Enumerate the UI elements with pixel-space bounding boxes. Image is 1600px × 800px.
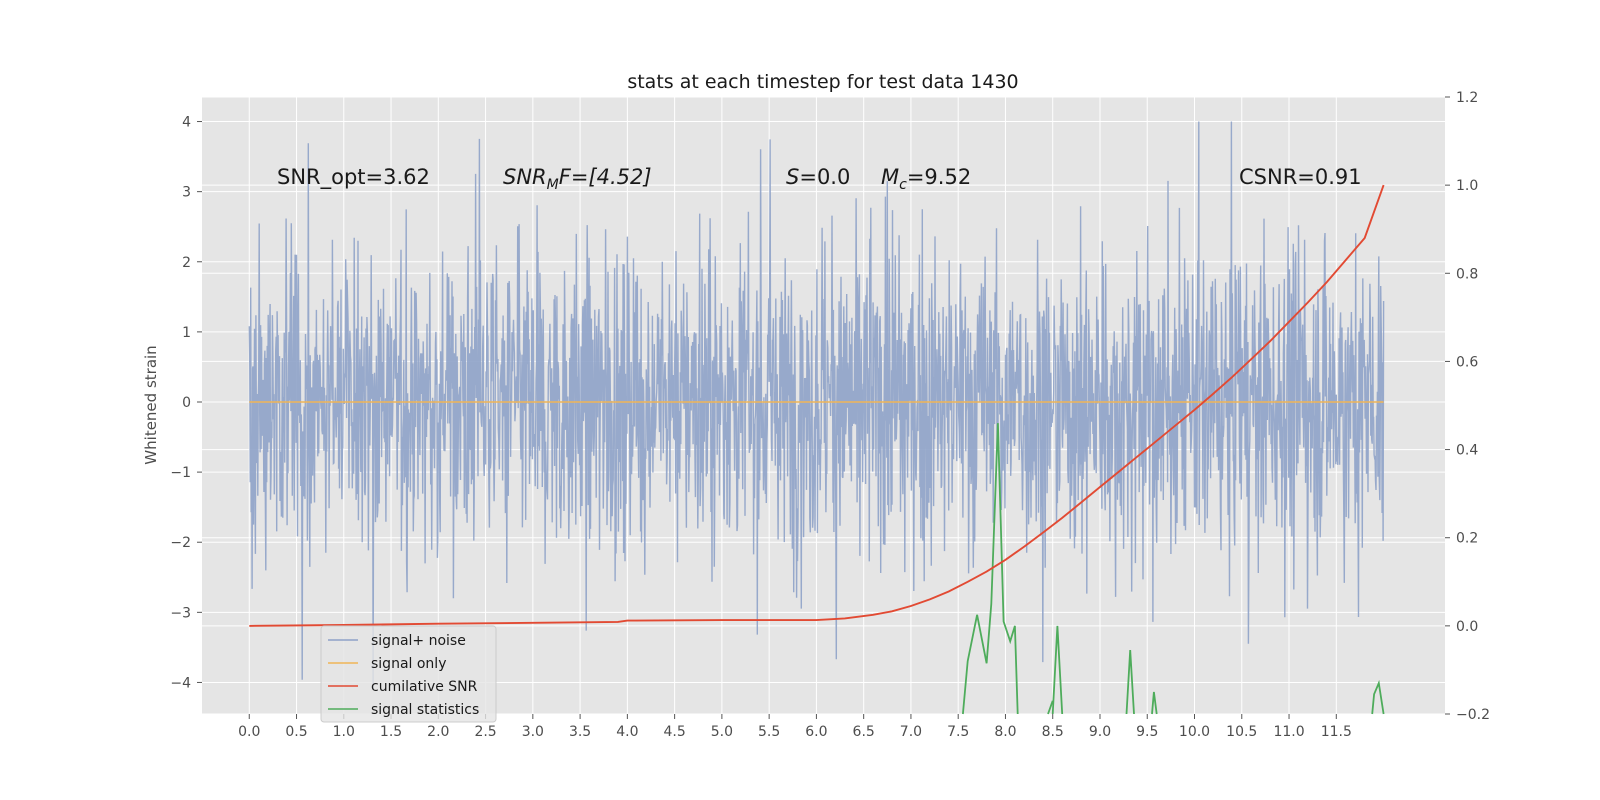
annotation-snr-mf: SNRMF=[4.52] (503, 165, 652, 193)
y-tick-label: 0 (182, 395, 191, 411)
legend-label: signal statistics (371, 702, 479, 718)
x-tick-label: 10.5 (1226, 724, 1257, 740)
y-tick-label: −3 (170, 605, 191, 621)
y2-tick-label: 0.2 (1456, 531, 1478, 547)
x-axis: 0.0 0.5 1.0 1.5 2.0 2.5 3.0 3.5 4.0 4.5 5.0 5.5 6.0 6… (238, 714, 1352, 740)
x-tick-label: 0.0 (238, 724, 260, 740)
signal-statistics-line (1371, 679, 1385, 715)
annotation-s: S=0.0 (786, 165, 850, 189)
y-tick-label: −2 (170, 535, 191, 551)
y-axis-left: 4 3 2 1 0 −1 −2 −3 −4 (170, 115, 202, 691)
y-tick-label: 4 (182, 115, 191, 131)
annotation-mc: Mc=9.52 (881, 165, 971, 193)
signal-plus-noise-line (248, 121, 1385, 690)
annotation-csnr: CSNR=0.91 (1239, 165, 1362, 189)
x-tick-label: 7.0 (900, 724, 922, 740)
x-tick-label: 2.0 (427, 724, 449, 740)
signal-statistics-line (962, 423, 1019, 715)
signal-statistics-line (1125, 650, 1135, 715)
y2-tick-label: 0.8 (1456, 266, 1478, 282)
legend-item-signal-only: signal only (328, 656, 446, 672)
y2-tick-label: 0.4 (1456, 443, 1478, 459)
x-tick-label: 11.5 (1321, 724, 1352, 740)
y-tick-label: −4 (170, 675, 191, 691)
cumulative-snr-line (249, 184, 1385, 627)
x-tick-label: 0.5 (285, 724, 307, 740)
signal-plus-noise-series (248, 121, 1385, 690)
x-tick-label: 3.5 (569, 724, 591, 740)
plot-area (202, 97, 1445, 714)
x-tick-label: 5.0 (711, 724, 733, 740)
x-tick-label: 4.0 (616, 724, 638, 740)
x-tick-label: 3.0 (522, 724, 544, 740)
y-tick-label: −1 (170, 465, 191, 481)
y-axis-right: 1.2 1.0 0.8 0.6 0.4 0.2 0.0 −0.2 (1445, 90, 1490, 723)
x-tick-label: 1.5 (380, 724, 402, 740)
x-tick-label: 6.5 (853, 724, 875, 740)
y2-tick-label: −0.2 (1456, 707, 1490, 723)
legend-label: signal+ noise (371, 633, 466, 649)
x-tick-label: 10.0 (1179, 724, 1210, 740)
x-tick-label: 5.5 (758, 724, 780, 740)
x-tick-label: 8.0 (994, 724, 1016, 740)
x-tick-label: 11.0 (1273, 724, 1304, 740)
y-tick-label: 1 (182, 325, 191, 341)
annotation-snr-opt: SNR_opt=3.62 (277, 165, 430, 190)
y2-tick-label: 1.2 (1456, 90, 1478, 106)
legend-item-signal-statistics: signal statistics (328, 702, 479, 718)
x-tick-label: 1.0 (333, 724, 355, 740)
signal-statistics-line (1047, 700, 1054, 715)
legend-label: cumilative SNR (371, 679, 478, 695)
x-tick-label: 8.5 (1042, 724, 1064, 740)
legend-label: signal only (371, 656, 446, 672)
y-tick-label: 2 (182, 255, 191, 271)
legend-item-cumulative-snr: cumilative SNR (328, 679, 478, 695)
x-tick-label: 7.5 (947, 724, 969, 740)
legend-box (320, 625, 497, 723)
signal-statistics-line (1051, 625, 1064, 715)
y2-tick-label: 0.0 (1456, 619, 1478, 635)
series-layer (249, 184, 1385, 715)
y2-tick-label: 1.0 (1456, 178, 1478, 194)
x-tick-label: 6.0 (805, 724, 827, 740)
y2-tick-label: 0.6 (1456, 354, 1478, 370)
signal-statistics-line (1151, 691, 1158, 715)
legend-item-signal-noise: signal+ noise (328, 633, 466, 649)
x-tick-label: 2.5 (474, 724, 496, 740)
x-tick-label: 4.5 (663, 724, 685, 740)
y-axis-label: Whitened strain (142, 345, 160, 464)
y-tick-label: 3 (182, 185, 191, 201)
legend: signal+ noise signal only cumilative SNR… (320, 625, 497, 723)
chart-title: stats at each timestep for test data 143… (627, 71, 1018, 93)
x-tick-label: 9.0 (1089, 724, 1111, 740)
annotations: SNR_opt=3.62 SNRMF=[4.52] S=0.0 Mc=9.52 … (277, 165, 1362, 193)
x-tick-label: 9.5 (1136, 724, 1158, 740)
